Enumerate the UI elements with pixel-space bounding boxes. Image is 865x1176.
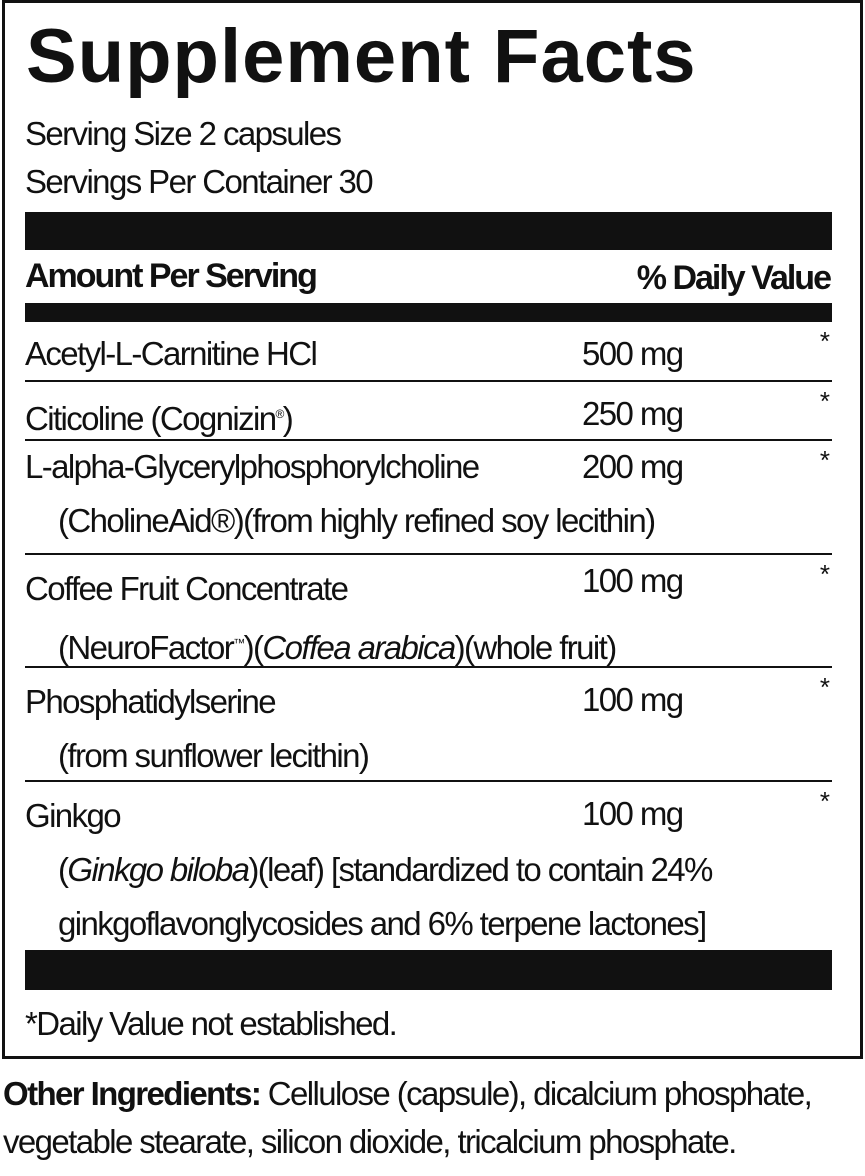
other-ingredients-text: Cellulose (capsule), dicalcium phosphate… xyxy=(3,1075,813,1160)
amount-header: Amount Per Serving xyxy=(25,257,318,295)
ingredient-detail-cont: ginkgoflavonglycosides and 6% terpene la… xyxy=(58,905,707,942)
ingredient-name: Coffee Fruit Concentrate xyxy=(25,570,349,607)
table-row: Coffee Fruit Concentrate (NeuroFactor™)(… xyxy=(25,555,832,668)
footnote: *Daily Value not established. xyxy=(25,1005,398,1042)
supplement-facts-panel xyxy=(2,0,863,1059)
ingredient-name: L-alpha-Glycerylphosphorylcholine xyxy=(25,448,480,485)
dv-header: % Daily Value xyxy=(636,259,832,297)
ingredient-name: Citicoline (Cognizin®) xyxy=(25,400,294,437)
servings-per-container: Servings Per Container 30 xyxy=(25,163,374,200)
ingredient-amount: 100 mg xyxy=(582,681,684,718)
ingredient-amount: 200 mg xyxy=(582,448,684,485)
ingredient-dv: * xyxy=(819,326,830,356)
ingredient-dv: * xyxy=(819,559,830,589)
ingredient-dv: * xyxy=(819,672,830,702)
ingredient-detail: (NeuroFactor™)(Coffea arabica)(whole fru… xyxy=(58,629,617,666)
ingredient-detail: (Ginkgo biloba)(leaf) [standardized to c… xyxy=(58,851,713,888)
ingredient-detail: (CholineAid®)(from highly refined soy le… xyxy=(58,502,656,539)
table-row: Citicoline (Cognizin®) 250 mg * xyxy=(25,382,832,441)
table-row: L-alpha-Glycerylphosphorylcholine (Choli… xyxy=(25,441,832,555)
ingredient-amount: 500 mg xyxy=(582,335,684,372)
ingredient-name: Acetyl-L-Carnitine HCl xyxy=(25,335,318,372)
other-ingredients-label: Other Ingredients: xyxy=(3,1075,262,1112)
ingredient-dv: * xyxy=(819,786,830,816)
panel-title: Supplement Facts xyxy=(26,14,697,99)
ingredient-detail: (from sunflower lecithin) xyxy=(58,737,370,774)
thick-divider xyxy=(25,212,832,250)
ingredient-name: Phosphatidylserine xyxy=(25,683,277,720)
ingredient-amount: 100 mg xyxy=(582,562,684,599)
table-row: Acetyl-L-Carnitine HCl 500 mg * xyxy=(25,322,832,382)
ingredient-dv: * xyxy=(819,445,830,475)
medium-divider xyxy=(25,303,832,322)
ingredient-amount: 100 mg xyxy=(582,795,684,832)
ingredient-dv: * xyxy=(819,386,830,416)
serving-size: Serving Size 2 capsules xyxy=(25,115,342,152)
table-row: Phosphatidylserine (from sunflower lecit… xyxy=(25,668,832,782)
table-row: Ginkgo (Ginkgo biloba)(leaf) [standardiz… xyxy=(25,782,832,950)
other-ingredients: Other Ingredients: Cellulose (capsule), … xyxy=(3,1070,863,1166)
thick-divider xyxy=(25,950,832,990)
ingredient-amount: 250 mg xyxy=(582,395,684,432)
ingredient-name: Ginkgo xyxy=(25,797,122,834)
column-header: Amount Per Serving % Daily Value xyxy=(25,250,832,303)
